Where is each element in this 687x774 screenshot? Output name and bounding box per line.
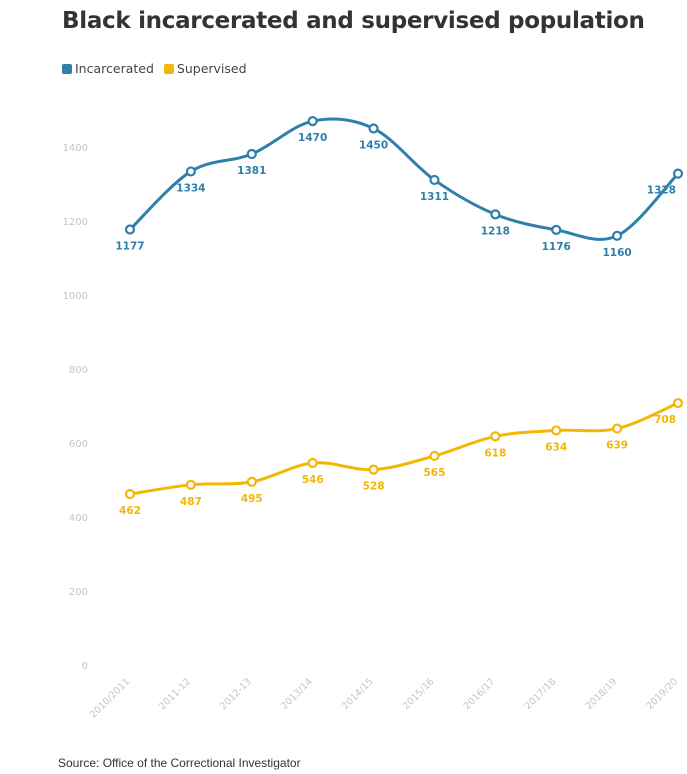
data-label-incarcerated: 1381: [237, 165, 266, 177]
data-point-incarcerated: [551, 224, 562, 235]
data-label-supervised: 618: [484, 447, 506, 459]
data-point-supervised: [307, 457, 318, 469]
data-label-supervised: 565: [423, 467, 445, 479]
x-tick-label: 2018/19: [584, 676, 620, 712]
data-label-supervised: 495: [241, 493, 263, 505]
data-point-incarcerated: [185, 166, 196, 177]
y-tick-label: 1200: [63, 217, 88, 228]
legend-item-supervised[interactable]: Supervised: [163, 61, 247, 76]
data-point-incarcerated: [307, 115, 318, 127]
data-label-incarcerated: 1160: [602, 247, 631, 259]
y-tick-label: 1400: [63, 143, 88, 154]
data-label-incarcerated: 1311: [420, 191, 449, 203]
data-point-supervised: [612, 423, 623, 434]
data-point-supervised: [551, 425, 562, 436]
series-line-incarcerated: [128, 117, 680, 241]
data-label-incarcerated: 1328: [647, 185, 676, 197]
y-tick-label: 600: [69, 439, 88, 450]
x-tick-label: 2019/20: [644, 676, 680, 712]
y-tick-label: 800: [69, 365, 88, 376]
data-label-supervised: 487: [180, 496, 202, 508]
x-tick-label: 2016/17: [462, 676, 498, 712]
y-tick-label: 400: [69, 513, 88, 524]
x-tick-label: 2010/2011: [88, 676, 132, 720]
data-point-incarcerated: [368, 123, 379, 134]
legend-label-supervised: Supervised: [176, 61, 247, 76]
data-point-supervised: [185, 479, 196, 490]
legend-label-incarcerated: Incarcerated: [75, 61, 154, 76]
y-tick-label: 0: [82, 661, 88, 672]
data-label-supervised: 639: [606, 440, 628, 452]
data-point-incarcerated: [490, 209, 501, 220]
x-tick-label: 2014/15: [340, 676, 376, 712]
series-line-supervised: [128, 401, 680, 496]
data-point-incarcerated: [124, 224, 136, 235]
data-label-supervised: 528: [363, 481, 385, 493]
data-label-incarcerated: 1334: [176, 182, 205, 194]
data-point-incarcerated: [429, 174, 440, 186]
x-tick-label: 2012-13: [218, 676, 254, 712]
data-label-supervised: 708: [654, 414, 676, 426]
data-point-incarcerated: [246, 148, 257, 160]
y-tick-label: 200: [69, 587, 88, 598]
source-note: Source: Office of the Correctional Inves…: [58, 756, 301, 770]
data-point-incarcerated: [612, 230, 623, 241]
y-tick-label: 1000: [63, 291, 88, 302]
data-point-supervised: [124, 488, 136, 500]
data-label-incarcerated: 1176: [542, 241, 571, 253]
data-point-incarcerated: [672, 168, 684, 179]
x-tick-label: 2011-12: [157, 676, 193, 712]
data-point-supervised: [672, 397, 684, 409]
legend-item-incarcerated[interactable]: Incarcerated: [62, 61, 154, 76]
x-tick-label: 2017/18: [523, 676, 559, 712]
x-tick-label: 2015/16: [401, 676, 437, 712]
data-label-incarcerated: 1450: [359, 140, 388, 152]
data-label-supervised: 462: [119, 505, 141, 517]
data-label-supervised: 634: [545, 441, 567, 453]
legend-swatch-supervised: [163, 63, 174, 74]
data-point-supervised: [490, 431, 501, 442]
data-point-supervised: [246, 476, 257, 487]
x-tick-label: 2013/14: [279, 676, 315, 712]
chart-title: Black incarcerated and supervised popula…: [62, 8, 645, 34]
data-label-incarcerated: 1470: [298, 132, 327, 144]
data-point-supervised: [429, 450, 440, 462]
data-label-incarcerated: 1177: [115, 241, 144, 253]
data-label-incarcerated: 1218: [481, 225, 510, 237]
legend: Incarcerated Supervised: [62, 61, 247, 76]
data-point-supervised: [368, 464, 379, 475]
legend-swatch-incarcerated: [62, 63, 72, 74]
data-label-supervised: 546: [302, 474, 324, 486]
